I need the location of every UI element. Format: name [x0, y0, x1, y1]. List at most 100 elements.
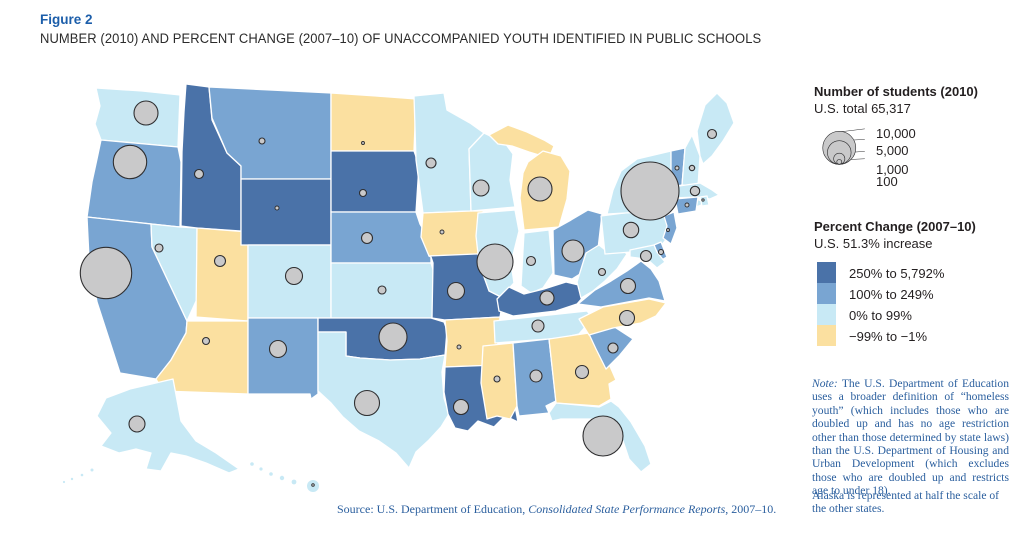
figure-title: NUMBER (2010) AND PERCENT CHANGE (2007–1…	[40, 31, 762, 46]
state-IN	[520, 229, 554, 294]
legend-label-class2: 100% to 249%	[849, 287, 934, 302]
students-circle-CO	[284, 266, 304, 286]
us-map	[62, 83, 735, 492]
state-HI	[250, 462, 254, 466]
color-legend-subtitle: U.S. 51.3% increase	[814, 236, 933, 251]
size-tick-5000: 5,000	[876, 143, 909, 158]
state-SD	[330, 150, 420, 213]
size-legend-title: Number of students (2010)	[814, 84, 978, 99]
students-circle-SC	[607, 342, 619, 354]
students-circle-NC	[618, 309, 636, 327]
students-circle-MT	[258, 137, 266, 145]
students-circle-CT	[684, 202, 690, 208]
students-circle-WI	[472, 179, 490, 197]
source-suffix: , 2007–10.	[725, 502, 777, 516]
students-circle-NH	[688, 164, 696, 172]
legend-swatch-light-blue	[817, 304, 836, 325]
source-report-name: Consolidated State Performance Reports	[528, 502, 726, 516]
students-circle-MN	[425, 157, 437, 169]
students-circle-RI	[701, 198, 705, 202]
state-FL	[548, 400, 652, 473]
students-circle-OH	[561, 239, 585, 263]
source-line: Source: U.S. Department of Education, Co…	[337, 502, 776, 517]
students-circle-TX	[353, 389, 381, 417]
size-tick-10000: 10,000	[876, 126, 916, 141]
state-NJ	[662, 211, 678, 245]
students-circle-MA	[689, 185, 701, 197]
state-AK	[96, 378, 240, 474]
legend-label-class3: 0% to 99%	[849, 308, 912, 323]
students-circle-FL	[582, 415, 624, 457]
state-HI	[291, 479, 297, 485]
students-circle-NM	[268, 339, 288, 359]
students-circle-NE	[360, 231, 374, 245]
students-circle-IA	[439, 229, 445, 235]
state-ND	[330, 92, 417, 152]
students-circle-WY	[274, 205, 280, 211]
state-HI	[269, 472, 273, 476]
students-circle-TN	[531, 319, 545, 333]
students-circle-LA	[452, 398, 470, 416]
note-body: The U.S. Department of Education uses a …	[812, 377, 1009, 498]
alaska-islet	[80, 473, 84, 477]
students-circle-HI	[311, 483, 315, 487]
students-circle-SD	[358, 188, 368, 198]
alaska-islet	[70, 477, 74, 481]
figure-label: Figure 2	[40, 12, 93, 27]
alaska-islet	[62, 480, 66, 484]
students-circle-KY	[539, 290, 555, 306]
legend-swatch-yellow	[817, 325, 836, 346]
state-RI	[699, 195, 710, 207]
students-circle-IN	[525, 255, 537, 267]
students-circle-WA	[133, 100, 159, 126]
state-NM	[247, 317, 319, 400]
students-circle-MO	[446, 281, 466, 301]
students-circle-AK	[128, 415, 146, 433]
state-NE	[330, 211, 432, 264]
legend-swatch-dark-blue	[817, 262, 836, 283]
students-circle-PA	[622, 221, 640, 239]
legend-swatch-medium-blue	[817, 283, 836, 304]
size-tick-1000: 1,000	[876, 162, 909, 177]
note-alaska: Alaska is represented at half the scale …	[812, 489, 1000, 516]
students-circle-VT	[674, 165, 680, 171]
size-legend-subtitle: U.S. total 65,317	[814, 101, 911, 116]
students-circle-ND	[361, 141, 365, 145]
color-legend-title: Percent Change (2007–10)	[814, 219, 976, 234]
students-circle-ID	[193, 168, 205, 180]
students-circle-MS	[493, 375, 501, 383]
students-circle-DE	[657, 248, 665, 256]
alaska-islet	[90, 468, 94, 472]
students-circle-ME	[706, 128, 718, 140]
state-NH	[681, 134, 701, 187]
students-circle-AL	[529, 369, 543, 383]
state-UT	[195, 227, 249, 322]
students-circle-GA	[574, 364, 590, 380]
legend-label-class4: −99% to −1%	[849, 329, 928, 344]
students-circle-MI	[527, 176, 553, 202]
note-label: Note:	[812, 377, 838, 390]
state-ME	[696, 92, 735, 165]
students-circle-KS	[377, 285, 387, 295]
source-prefix: Source: U.S. Department of Education,	[337, 502, 529, 516]
students-circle-NV	[154, 243, 164, 253]
size-legend-circles	[822, 128, 865, 165]
students-circle-OK	[378, 322, 408, 352]
students-circle-CA	[79, 246, 133, 300]
note-text: Note: The U.S. Department of Education u…	[812, 377, 1009, 498]
legend-label-class1: 250% to 5,792%	[849, 266, 945, 281]
students-circle-AZ	[201, 336, 211, 346]
size-tick-100: 100	[876, 174, 898, 189]
state-HI	[279, 475, 285, 481]
state-HI	[259, 467, 263, 471]
students-circle-VA	[619, 277, 637, 295]
students-circle-UT	[213, 254, 227, 268]
students-circle-OR	[112, 144, 148, 180]
state-MI	[488, 124, 555, 159]
students-circle-MD	[639, 249, 653, 263]
students-circle-IL	[476, 243, 514, 281]
students-circle-NJ	[666, 228, 670, 232]
state-WY	[240, 178, 332, 246]
students-circle-NY	[620, 161, 680, 221]
students-circle-AR	[456, 344, 462, 350]
